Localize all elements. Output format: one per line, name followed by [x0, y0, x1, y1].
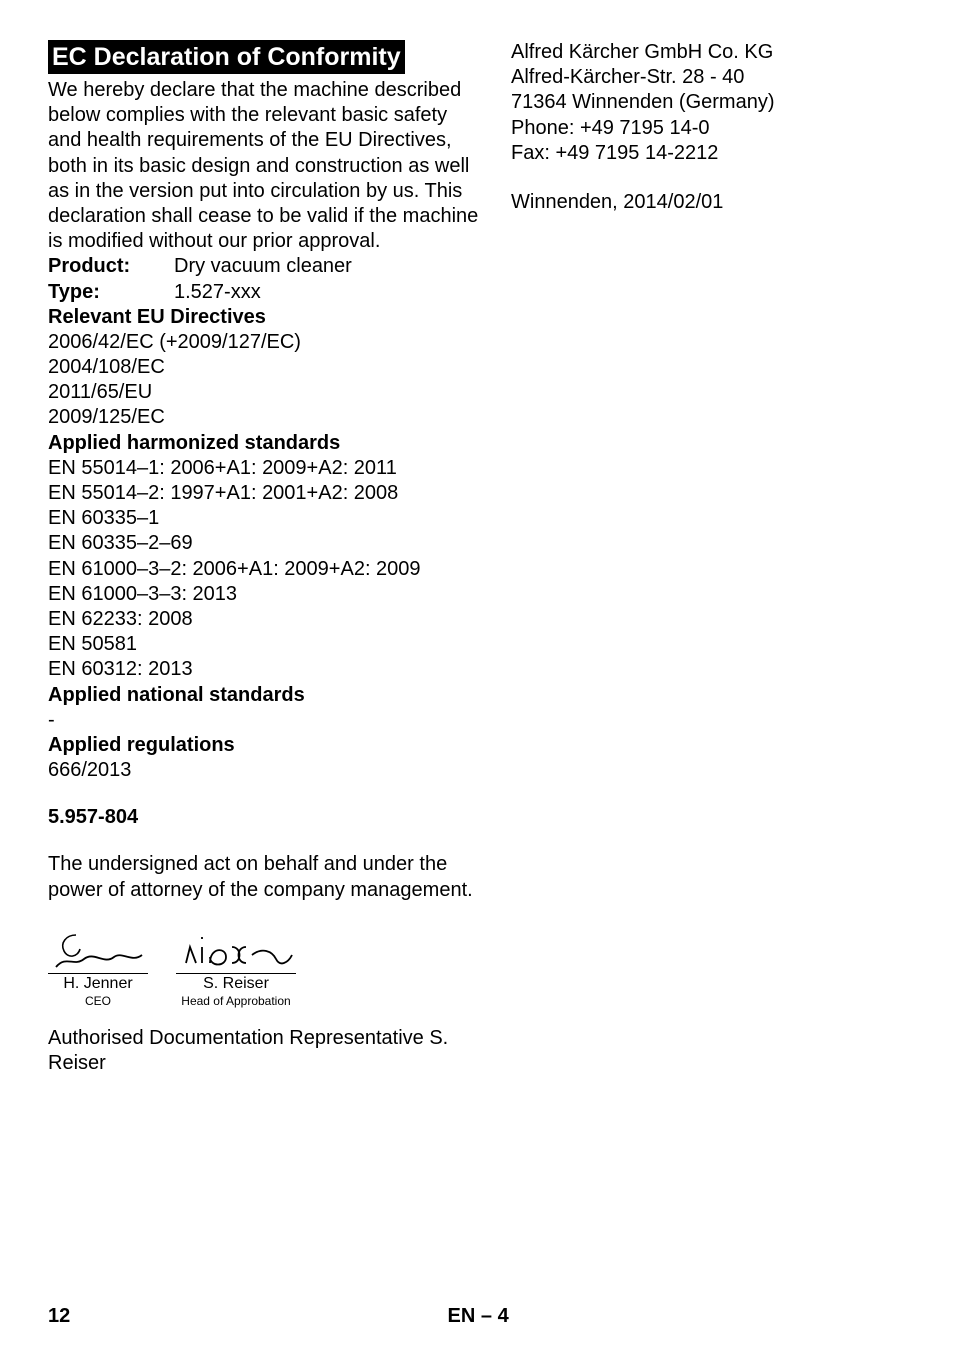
product-value: Dry vacuum cleaner: [174, 254, 352, 279]
type-row: Type: 1.527-xxx: [48, 280, 483, 305]
directive-item: 2009/125/EC: [48, 405, 483, 430]
sig1-role: CEO: [48, 994, 148, 1008]
signature-scribble-icon: [48, 927, 148, 975]
type-value: 1.527-xxx: [174, 280, 261, 305]
directive-item: 2004/108/EC: [48, 355, 483, 380]
company-street: Alfred-Kärcher-Str. 28 - 40: [511, 65, 906, 90]
standard-item: EN 61000–3–2: 2006+A1: 2009+A2: 2009: [48, 557, 483, 582]
product-label: Product:: [48, 254, 174, 279]
type-label: Type:: [48, 280, 174, 305]
directive-item: 2006/42/EC (+2009/127/EC): [48, 330, 483, 355]
sig1-name: H. Jenner: [48, 973, 148, 993]
standard-item: EN 55014–2: 1997+A1: 2001+A2: 2008: [48, 481, 483, 506]
power-of-attorney-text: The undersigned act on behalf and under …: [48, 852, 483, 902]
signature-1: H. Jenner CEO: [48, 927, 148, 1008]
page-footer: 12 EN – 4: [48, 1305, 906, 1328]
standard-item: EN 60335–2–69: [48, 531, 483, 556]
sig2-name: S. Reiser: [176, 973, 296, 993]
signature-2: S. Reiser Head of Approbation: [176, 927, 296, 1008]
sig2-role: Head of Approbation: [176, 994, 296, 1008]
doc-number: 5.957-804: [48, 805, 483, 830]
standard-item: EN 50581: [48, 632, 483, 657]
standard-item: EN 60335–1: [48, 506, 483, 531]
company-fax: Fax: +49 7195 14-2212: [511, 141, 906, 166]
standard-item: EN 61000–3–3: 2013: [48, 582, 483, 607]
regulation-item: 666/2013: [48, 758, 483, 783]
page-number: 12: [48, 1305, 70, 1328]
intro-text: We hereby declare that the machine descr…: [48, 78, 483, 254]
company-phone: Phone: +49 7195 14-0: [511, 116, 906, 141]
auth-rep-text: Authorised Documentation Representative …: [48, 1026, 483, 1076]
national-item: -: [48, 708, 483, 733]
directives-heading: Relevant EU Directives: [48, 305, 483, 330]
company-city: 71364 Winnenden (Germany): [511, 90, 906, 115]
standard-item: EN 55014–1: 2006+A1: 2009+A2: 2011: [48, 456, 483, 481]
product-row: Product: Dry vacuum cleaner: [48, 254, 483, 279]
harmonized-heading: Applied harmonized standards: [48, 431, 483, 456]
date-place: Winnenden, 2014/02/01: [511, 190, 906, 215]
page-title: EC Declaration of Conformity: [48, 40, 405, 74]
signature-block: H. Jenner CEO S. Reiser Head of Approbat…: [48, 927, 483, 1008]
directive-item: 2011/65/EU: [48, 380, 483, 405]
standard-item: EN 60312: 2013: [48, 657, 483, 682]
company-name: Alfred Kärcher GmbH Co. KG: [511, 40, 906, 65]
national-heading: Applied national standards: [48, 683, 483, 708]
standard-item: EN 62233: 2008: [48, 607, 483, 632]
page-center-label: EN – 4: [448, 1305, 509, 1328]
signature-scribble-icon: [176, 927, 296, 975]
regulations-heading: Applied regulations: [48, 733, 483, 758]
